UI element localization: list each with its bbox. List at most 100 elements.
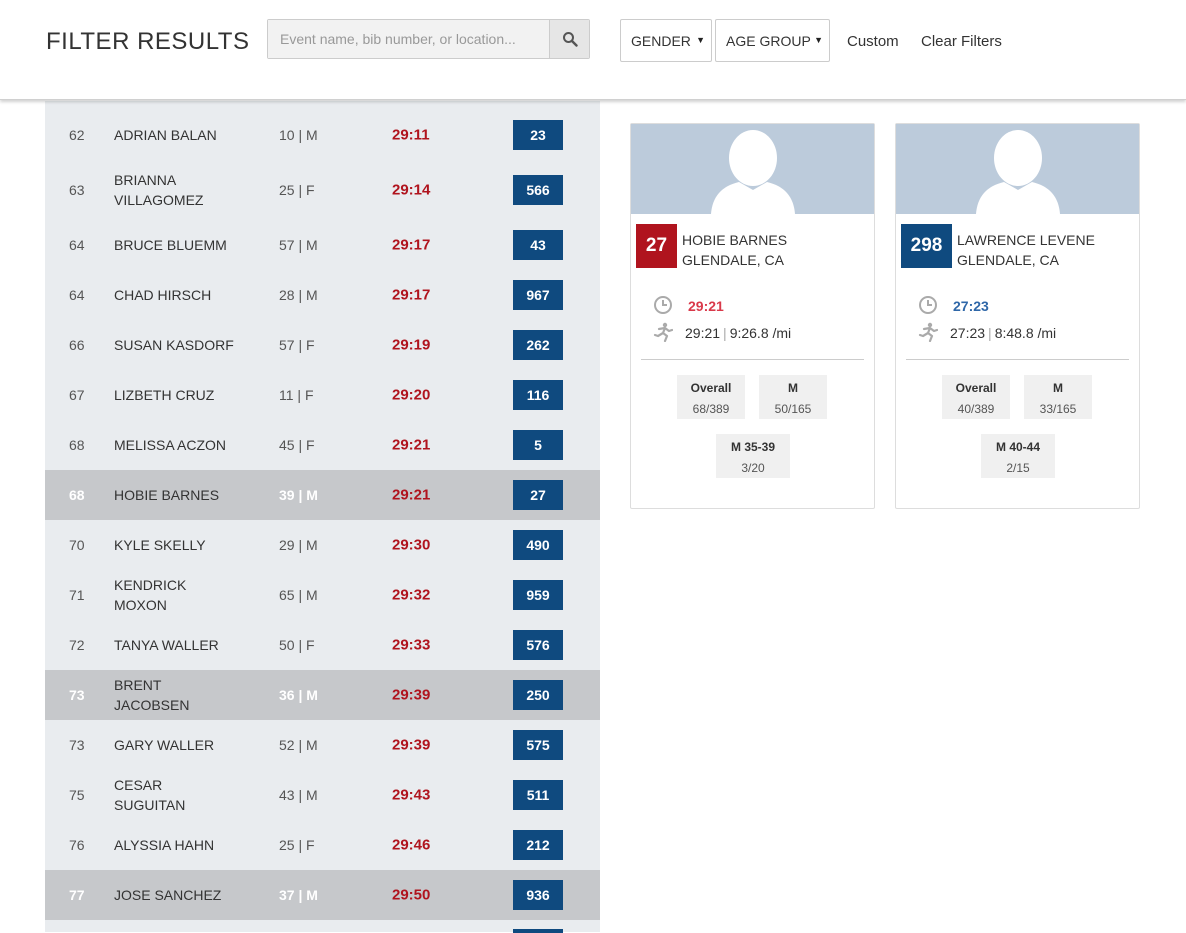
result-row[interactable]: 73 BRENT JACOBSEN 36 | M 29:39 250 [45,670,600,720]
result-row[interactable]: 75 CESAR SUGUITAN 43 | M 29:43 511 [45,770,600,820]
bib-badge: 5 [513,430,563,460]
age-group-select[interactable]: AGE GROUP ▼ [715,19,830,62]
division-rank-value: 3/20 [741,461,765,475]
overall-rank-value: 68/389 [692,402,730,416]
place-cell: 63 [69,182,85,198]
header-bar: FILTER RESULTS GENDER ▼ AGE GROUP ▼ Cust… [0,0,1186,100]
finish-time-cell: 29:19 [392,336,431,354]
runner-icon [918,322,939,347]
runner-name-cell: KENDRICK MOXON [114,577,187,613]
chip-time: 29:21 [688,298,724,314]
runner-card[interactable]: 298 LAWRENCE LEVENE GLENDALE, CA 27:23 2… [895,123,1140,509]
runner-name-cell: SUSAN KASDORF [114,337,234,353]
result-row[interactable]: 77 JOSE SANCHEZ 37 | M 29:50 936 [45,870,600,920]
division-rank-value: 2/15 [1006,461,1030,475]
runner-name-cell: BRENT JACOBSEN [114,677,190,713]
bib-badge: 298 [901,224,952,268]
gender-select[interactable]: GENDER ▼ [620,19,712,62]
result-row[interactable]: 72 TANYA WALLER 50 | F 29:33 576 [45,620,600,670]
result-row[interactable]: 64 BRUCE BLUEMM 57 | M 29:17 43 [45,220,600,270]
result-row[interactable]: 62 ADRIAN BALAN 10 | M 29:11 23 [45,110,600,160]
age-gender-cell: 65 | M [279,587,318,603]
place-cell: 68 [69,437,85,453]
search-box [267,19,590,59]
place-cell: 73 [69,687,85,703]
runner-name: HOBIE BARNES [682,232,788,248]
age-gender-cell: 43 | M [279,787,318,803]
result-row[interactable]: 67 LIZBETH CRUZ 11 | F 29:20 116 [45,370,600,420]
age-gender-cell: 25 | F [279,837,315,853]
bib-badge: 936 [513,880,563,910]
result-row[interactable]: 76 ALYSSIA HAHN 25 | F 29:46 212 [45,820,600,870]
place-cell: 67 [69,387,85,403]
custom-filter-link[interactable]: Custom [847,33,899,50]
runner-name: LAWRENCE LEVENE [957,232,1095,248]
finish-time-cell: 29:17 [392,236,431,254]
age-gender-cell: 37 | M [279,887,318,903]
page-title: FILTER RESULTS [46,28,250,55]
bib-badge-partial [513,929,563,933]
runner-name-cell: JOSE SANCHEZ [114,887,222,903]
result-row[interactable]: 71 KENDRICK MOXON 65 | M 29:32 959 [45,570,600,620]
gender-rank-value: 50/165 [774,402,812,416]
age-gender-cell: 39 | M [279,487,318,503]
result-row[interactable]: 70 KYLE SKELLY 29 | M 29:30 490 [45,520,600,570]
gender-select-label: GENDER [631,32,691,49]
runner-name-block: LAWRENCE LEVENE GLENDALE, CA [957,230,1095,270]
place-cell: 64 [69,287,85,303]
place-cell: 66 [69,337,85,353]
bib-badge: 576 [513,630,563,660]
runner-name-cell: KYLE SKELLY [114,537,206,553]
runner-card[interactable]: 27 HOBIE BARNES GLENDALE, CA 29:21 29:21… [630,123,875,509]
person-silhouette-icon [976,130,1060,214]
place-cell: 68 [69,487,85,503]
bib-badge: 511 [513,780,563,810]
dropdown-arrow-icon: ▼ [696,35,705,45]
finish-time-cell: 29:50 [392,886,431,904]
place-cell: 72 [69,637,85,653]
divider [641,359,864,360]
bib-badge: 490 [513,530,563,560]
place-cell: 62 [69,127,85,143]
gun-time: 29:21 [685,325,721,341]
clock-icon [653,295,673,320]
bib-badge: 262 [513,330,563,360]
finish-time-cell: 29:11 [392,126,430,144]
runner-name-cell: ADRIAN BALAN [114,127,217,143]
result-row[interactable]: 64 CHAD HIRSCH 28 | M 29:17 967 [45,270,600,320]
pace-value: 8:48.8 /mi [994,325,1057,341]
search-input[interactable] [268,20,549,58]
gender-rank-label: M [1053,381,1063,395]
bib-badge: 27 [636,224,677,268]
divider [906,359,1129,360]
clear-filters-link[interactable]: Clear Filters [921,33,1002,50]
place-cell: 75 [69,787,85,803]
place-cell: 64 [69,237,85,253]
result-row[interactable]: 63 BRIANNA VILLAGOMEZ 25 | F 29:14 566 [45,160,600,220]
bib-badge: 212 [513,830,563,860]
age-gender-cell: 57 | M [279,237,318,253]
finish-time-cell: 29:39 [392,686,431,704]
runner-name-cell: TANYA WALLER [114,637,219,653]
result-row[interactable]: 68 MELISSA ACZON 45 | F 29:21 5 [45,420,600,470]
dropdown-arrow-icon: ▼ [814,35,823,45]
search-button[interactable] [549,20,589,58]
result-row[interactable]: 66 SUSAN KASDORF 57 | F 29:19 262 [45,320,600,370]
place-cell: 70 [69,537,85,553]
place-cell: 76 [69,837,85,853]
gender-rank: M 33/165 [1024,375,1092,419]
chip-time: 27:23 [953,298,989,314]
runner-icon [653,322,674,347]
bib-badge: 959 [513,580,563,610]
overall-rank-label: Overall [690,381,732,395]
results-list: 62 ADRIAN BALAN 10 | M 29:11 23 63 BRIANNA VIL… [45,101,600,932]
runner-name-cell: MELISSA ACZON [114,437,227,453]
result-row[interactable]: 73 GARY WALLER 52 | M 29:39 575 [45,720,600,770]
runner-location: GLENDALE, CA [682,252,784,268]
runner-name-cell: GARY WALLER [114,737,215,753]
result-row[interactable]: 68 HOBIE BARNES 39 | M 29:21 27 [45,470,600,520]
finish-time-cell: 29:21 [392,486,431,504]
bib-badge: 575 [513,730,563,760]
age-gender-cell: 36 | M [279,687,318,703]
finish-time-cell: 29:14 [392,181,431,199]
